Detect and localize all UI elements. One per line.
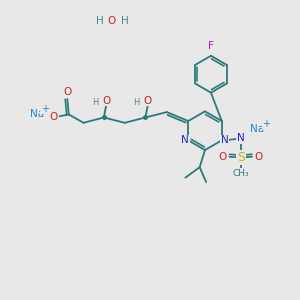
Text: N: N	[182, 135, 189, 145]
Text: H: H	[121, 16, 128, 26]
Text: H: H	[134, 98, 140, 107]
Text: O: O	[50, 112, 58, 122]
Text: Na: Na	[250, 124, 264, 134]
Text: F: F	[208, 41, 214, 51]
Text: S: S	[237, 151, 245, 164]
Text: N: N	[237, 133, 244, 143]
Text: O: O	[254, 152, 263, 162]
Text: CH₃: CH₃	[232, 169, 249, 178]
Text: Na: Na	[30, 110, 44, 119]
Text: O: O	[144, 95, 152, 106]
Text: +: +	[41, 103, 49, 113]
Text: O: O	[63, 88, 71, 98]
Text: O: O	[102, 95, 110, 106]
Text: N: N	[221, 135, 229, 145]
Text: H: H	[92, 98, 98, 107]
Text: O: O	[219, 152, 227, 162]
Text: +: +	[262, 119, 270, 129]
Text: H: H	[96, 16, 103, 26]
Text: O: O	[108, 16, 116, 26]
